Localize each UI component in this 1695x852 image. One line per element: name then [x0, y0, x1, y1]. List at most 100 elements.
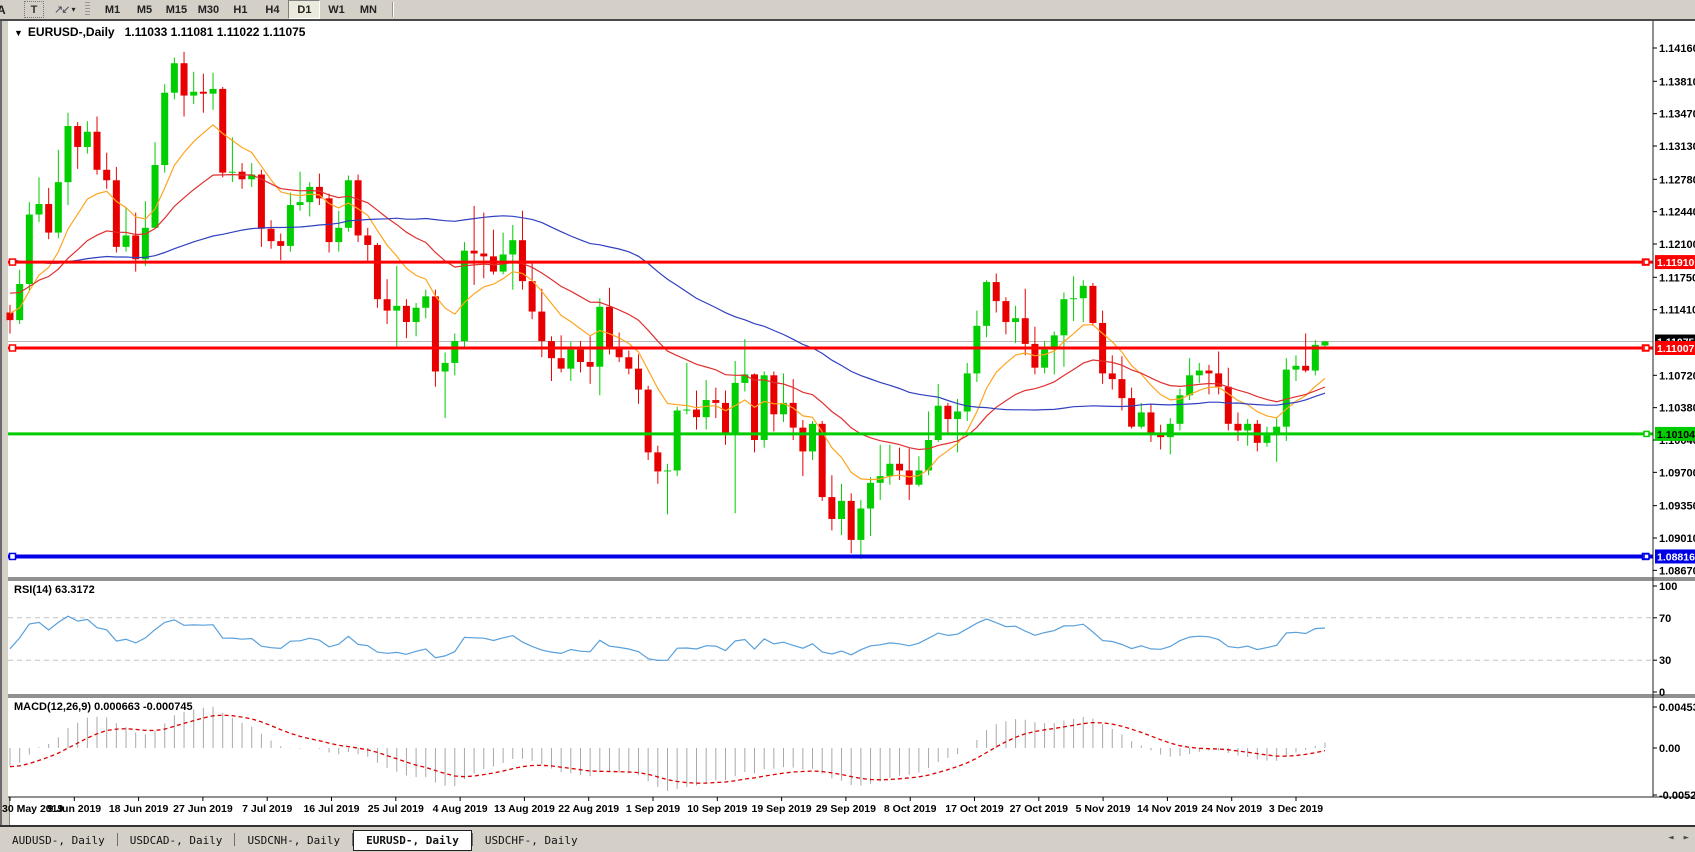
- svg-text:16 Jul 2019: 16 Jul 2019: [303, 803, 359, 815]
- svg-text:18 Jun 2019: 18 Jun 2019: [109, 803, 169, 815]
- tab-scroll-left-icon[interactable]: ◄: [1668, 833, 1674, 843]
- rsi-level-lines: [8, 617, 1653, 661]
- svg-text:5 Nov 2019: 5 Nov 2019: [1076, 803, 1131, 815]
- svg-text:19 Sep 2019: 19 Sep 2019: [752, 803, 812, 815]
- chart-tab-usdcad[interactable]: USDCAD-, Daily: [129, 833, 223, 847]
- svg-text:13 Aug 2019: 13 Aug 2019: [494, 803, 555, 815]
- svg-text:1.10104: 1.10104: [1657, 429, 1695, 441]
- arrow-tool-icon[interactable]: A: [0, 2, 6, 17]
- svg-text:10 Sep 2019: 10 Sep 2019: [687, 803, 747, 815]
- svg-text:1.13810: 1.13810: [1659, 76, 1695, 88]
- chart-ohlc-values: 1.11033 1.11081 1.11022 1.11075: [124, 25, 306, 39]
- ma-medium-line: [9, 173, 1326, 451]
- svg-text:14 Nov 2019: 14 Nov 2019: [1137, 803, 1198, 815]
- hline-label-1.10104: 1.10104: [1643, 426, 1695, 441]
- svg-text:1.13470: 1.13470: [1659, 109, 1695, 121]
- arrows-style-tool-icon[interactable]: ↗↙ ▾: [54, 4, 76, 16]
- svg-text:1.12440: 1.12440: [1659, 207, 1695, 219]
- svg-text:1 Sep 2019: 1 Sep 2019: [626, 803, 680, 815]
- hline-label-1.11910: 1.11910: [1643, 255, 1695, 270]
- tab-separator: [234, 833, 236, 846]
- svg-text:3 Dec 2019: 3 Dec 2019: [1269, 803, 1323, 815]
- timeframe-button-m30[interactable]: M30: [197, 3, 220, 16]
- collapse-arrow-icon[interactable]: ▼: [14, 28, 23, 38]
- chart-frame: [0, 19, 1695, 797]
- timeframe-button-h4[interactable]: H4: [265, 3, 280, 16]
- rsi-axis: 100 70 30 0: [1653, 581, 1677, 699]
- top-toolbar: A T ↗↙ ▾ M1 M5 M15 M30 H1 H4 D1 W1 MN: [0, 0, 1695, 21]
- symbol-tab-bar: AUDUSD-, Daily USDCAD-, Daily USDCNH-, Dai…: [0, 825, 1695, 852]
- svg-text:70: 70: [1659, 613, 1671, 625]
- macd-axis: 0.004536 0.00 -0.005205: [1653, 702, 1695, 802]
- dropdown-caret-icon: ▾: [71, 5, 76, 14]
- svg-text:4 Aug 2019: 4 Aug 2019: [433, 803, 488, 815]
- toolbar-separator-grip: [85, 2, 91, 17]
- timeframe-button-m15[interactable]: M15: [165, 3, 188, 16]
- svg-text:25 Jul 2019: 25 Jul 2019: [368, 803, 424, 815]
- pane-borders: [8, 21, 1695, 798]
- svg-text:0.004536: 0.004536: [1659, 702, 1695, 714]
- chart-tab-eurusd[interactable]: EURUSD-, Daily: [353, 829, 472, 851]
- hline-label-1.08816: 1.08816: [1643, 549, 1695, 564]
- svg-text:1.09010: 1.09010: [1659, 533, 1695, 545]
- svg-text:1.14160: 1.14160: [1659, 43, 1695, 55]
- price-axis: 1.14160 1.13810 1.13470 1.13130 1.12780 1.124…: [1653, 43, 1695, 577]
- svg-text:1.13130: 1.13130: [1659, 141, 1695, 153]
- timeframe-button-h1[interactable]: H1: [233, 3, 248, 16]
- svg-text:1.09350: 1.09350: [1659, 501, 1695, 513]
- text-tool-icon[interactable]: T: [24, 1, 44, 18]
- svg-text:1.08816: 1.08816: [1657, 551, 1695, 563]
- svg-text:1.11750: 1.11750: [1659, 272, 1695, 284]
- svg-text:0.00: 0.00: [1659, 743, 1680, 755]
- svg-text:8 Oct 2019: 8 Oct 2019: [884, 803, 937, 815]
- svg-text:1.11410: 1.11410: [1659, 305, 1695, 317]
- chart-symbol-label: EURUSD-,Daily: [27, 25, 115, 39]
- svg-text:1.11910: 1.11910: [1657, 257, 1695, 269]
- rsi-line: [9, 615, 1326, 662]
- tab-separator: [471, 833, 473, 846]
- line-handle[interactable]: [8, 344, 17, 352]
- chart-tab-audusd[interactable]: AUDUSD-, Daily: [12, 833, 105, 847]
- svg-text:24 Nov 2019: 24 Nov 2019: [1201, 803, 1262, 815]
- tab-scroll-right-icon[interactable]: ►: [1683, 833, 1689, 843]
- svg-text:29 Sep 2019: 29 Sep 2019: [816, 803, 876, 815]
- ma-slow-line: [9, 215, 1326, 411]
- timeframe-button-d1[interactable]: D1: [288, 0, 321, 19]
- svg-text:1.11007: 1.11007: [1657, 343, 1695, 355]
- macd-histogram: [9, 706, 1326, 791]
- hline-label-1.11007: 1.11007: [1643, 340, 1695, 355]
- chart-tab-usdcnh[interactable]: USDCNH-, Daily: [247, 833, 341, 847]
- svg-text:1.12780: 1.12780: [1659, 174, 1695, 186]
- svg-text:27 Jun 2019: 27 Jun 2019: [173, 803, 233, 815]
- chart-title: ▼ EURUSD-,Daily 1.11033 1.11081 1.11022 1.…: [14, 25, 305, 39]
- macd-label: MACD(12,26,9) 0.000663 -0.000745: [14, 701, 193, 713]
- timeframe-button-m1[interactable]: M1: [104, 3, 121, 16]
- svg-text:1.09700: 1.09700: [1659, 467, 1695, 479]
- svg-text:100: 100: [1659, 581, 1677, 593]
- timeframe-button-group: M1 M5 M15 M30 H1 H4 D1 W1 MN: [96, 0, 384, 19]
- rsi-label: RSI(14) 63.3172: [14, 584, 95, 596]
- svg-text:17 Oct 2019: 17 Oct 2019: [945, 803, 1004, 815]
- line-handle[interactable]: [8, 552, 17, 561]
- timeframe-button-m5[interactable]: M5: [136, 3, 153, 16]
- svg-text:1.12100: 1.12100: [1659, 239, 1695, 251]
- tab-separator: [116, 833, 118, 846]
- svg-text:30: 30: [1659, 655, 1671, 667]
- svg-text:1.08670: 1.08670: [1659, 565, 1695, 577]
- svg-text:27 Oct 2019: 27 Oct 2019: [1010, 803, 1069, 815]
- svg-text:1.10720: 1.10720: [1659, 370, 1695, 382]
- line-handle[interactable]: [8, 258, 17, 266]
- macd-signal-line: [9, 714, 1326, 784]
- svg-text:7 Jul 2019: 7 Jul 2019: [242, 803, 292, 815]
- svg-text:1.10380: 1.10380: [1659, 403, 1695, 415]
- timeframe-button-mn[interactable]: MN: [359, 3, 377, 16]
- tab-separator: [352, 833, 354, 846]
- svg-text:22 Aug 2019: 22 Aug 2019: [558, 803, 619, 815]
- timeframe-button-w1[interactable]: W1: [328, 3, 345, 16]
- ma-fast-line: [9, 124, 1326, 481]
- chart-tab-usdchf[interactable]: USDCHF-, Daily: [484, 833, 578, 847]
- svg-text:9 Jun 2019: 9 Jun 2019: [47, 803, 101, 815]
- svg-text:0: 0: [1659, 687, 1665, 699]
